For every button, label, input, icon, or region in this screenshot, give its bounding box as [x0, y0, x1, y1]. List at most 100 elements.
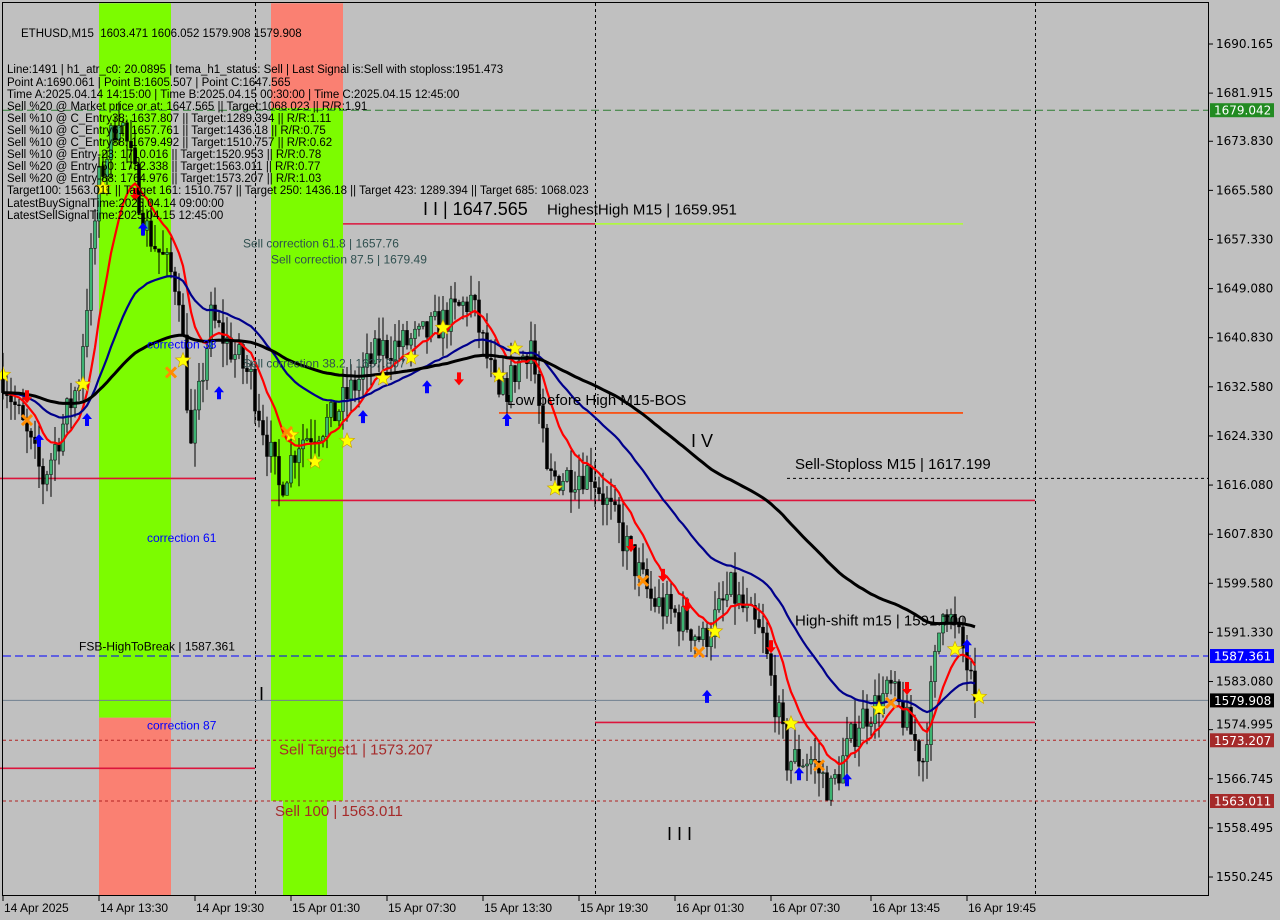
candle-bear	[773, 675, 777, 718]
star-signal-icon	[706, 622, 724, 639]
candle-bear	[909, 706, 913, 735]
y-tick-label: 1558.495	[1216, 821, 1273, 835]
sell-arrow-icon	[454, 372, 464, 386]
candle-bull	[413, 328, 417, 339]
info-panel: ETHUSD,M15 1603.471 1606.052 1579.908 15…	[7, 4, 589, 234]
candle-bear	[753, 605, 757, 620]
candle-bear	[741, 594, 745, 609]
candle-bear	[389, 357, 393, 362]
cross-signal-icon	[20, 413, 34, 427]
info-line: Sell %20 @ Entry-88: 1764.976 || Target:…	[7, 173, 322, 186]
candle-bear	[917, 740, 921, 762]
x-tick-label: 16 Apr 19:45	[968, 901, 1036, 915]
candle-bull	[197, 380, 201, 411]
candle-bull	[717, 598, 721, 611]
sell-arrow-icon	[902, 681, 912, 695]
chart-annotation: I I I	[667, 824, 692, 844]
y-tick-label: 1681.915	[1216, 86, 1273, 100]
x-tick-label: 15 Apr 19:30	[580, 901, 648, 915]
candle-bear	[677, 612, 681, 632]
candle-bull	[925, 744, 929, 762]
candle-bear	[705, 627, 709, 647]
chart-annotation: Sell correction 61.8 | 1657.76	[243, 236, 399, 250]
candle-bull	[729, 572, 733, 595]
candle-bear	[549, 468, 553, 471]
candle-bear	[9, 395, 13, 403]
candle-bear	[765, 632, 769, 654]
candle-bull	[657, 597, 661, 607]
star-signal-icon	[306, 452, 324, 469]
candle-bear	[177, 291, 181, 306]
candle-bear	[901, 701, 905, 728]
info-line: Sell %10 @ C_Entry88: 1679.492 || Target…	[7, 137, 333, 150]
candle-bear	[29, 430, 33, 438]
price-badge-label: 1573.207	[1214, 734, 1271, 748]
candle-bull	[869, 723, 873, 727]
candle-bull	[205, 348, 209, 381]
candle-bull	[297, 448, 301, 463]
candle-bull	[381, 340, 385, 356]
price-badge	[1210, 733, 1274, 748]
chart-annotation: Low before High M15-BOS	[507, 392, 686, 409]
candle-bear	[333, 402, 337, 422]
candle-bear	[129, 140, 133, 149]
candle-bear	[669, 594, 673, 610]
candle-bear	[253, 368, 257, 412]
candle-bull	[349, 379, 353, 400]
candle-bear	[513, 365, 517, 382]
time-axis[interactable]: 14 Apr 2025 14 Apr 13:30 14 Apr 19:30 15 Ap…	[2, 896, 1036, 915]
candle-bear	[969, 669, 973, 672]
candle-bull	[833, 774, 837, 779]
x-tick-label: 15 Apr 13:30	[484, 901, 552, 915]
candle-bull	[93, 220, 97, 249]
candle-bear	[505, 378, 509, 402]
y-tick-label: 1583.080	[1216, 675, 1273, 689]
candle-bear	[309, 438, 313, 443]
candle-bear	[733, 572, 737, 604]
star-signal-icon	[782, 714, 800, 731]
x-tick-label: 16 Apr 01:30	[676, 901, 744, 915]
candle-bear	[697, 636, 701, 640]
candle-bear	[485, 332, 489, 359]
candle-bear	[41, 466, 45, 485]
x-tick-label: 15 Apr 07:30	[388, 901, 456, 915]
sell-arrow-icon	[22, 390, 32, 404]
info-line: Target100: 1563.011 || Target 161: 1510.…	[7, 185, 589, 198]
moving-average-line	[2, 182, 976, 766]
chart-annotation: I	[259, 684, 264, 704]
y-tick-label: 1550.245	[1216, 870, 1273, 884]
star-signal-icon	[490, 366, 508, 383]
candle-bull	[937, 632, 941, 652]
candle-bull	[393, 340, 397, 362]
candle-bear	[721, 598, 725, 601]
cross-signal-icon	[884, 696, 898, 709]
candle-bull	[65, 398, 69, 425]
price-axis[interactable]: 1679.042 1587.361 1579.908 1573.207 1563.011…	[1208, 37, 1274, 884]
candle-bull	[201, 379, 205, 382]
price-badge	[1210, 793, 1274, 808]
candle-bull	[905, 706, 909, 728]
chart-annotation: Sell correction 87.5 | 1679.49	[271, 252, 427, 266]
candle-bull	[809, 758, 813, 765]
info-line: Sell %10 @ C_Entry38: 1637.807 || Target…	[7, 112, 332, 125]
price-badge-label: 1679.042	[1214, 104, 1271, 118]
candle-bear	[537, 374, 541, 406]
moving-averages-layer	[2, 182, 976, 766]
y-tick-label: 1607.830	[1216, 527, 1273, 541]
candle-bear	[653, 598, 657, 607]
candle-bull	[117, 125, 121, 141]
candle-bear	[853, 723, 857, 747]
candle-bear	[553, 470, 557, 477]
x-tick-label: 16 Apr 07:30	[772, 901, 840, 915]
candle-bear	[33, 436, 37, 444]
candle-bear	[837, 774, 841, 784]
candle-bull	[893, 681, 897, 684]
candle-bull	[53, 444, 57, 461]
y-tick-label: 1649.080	[1216, 282, 1273, 296]
candle-bull	[805, 763, 809, 767]
candle-bear	[265, 434, 269, 457]
candle-bull	[517, 360, 521, 382]
sell-arrow-icon	[626, 539, 636, 553]
y-tick-label: 1599.580	[1216, 576, 1273, 590]
